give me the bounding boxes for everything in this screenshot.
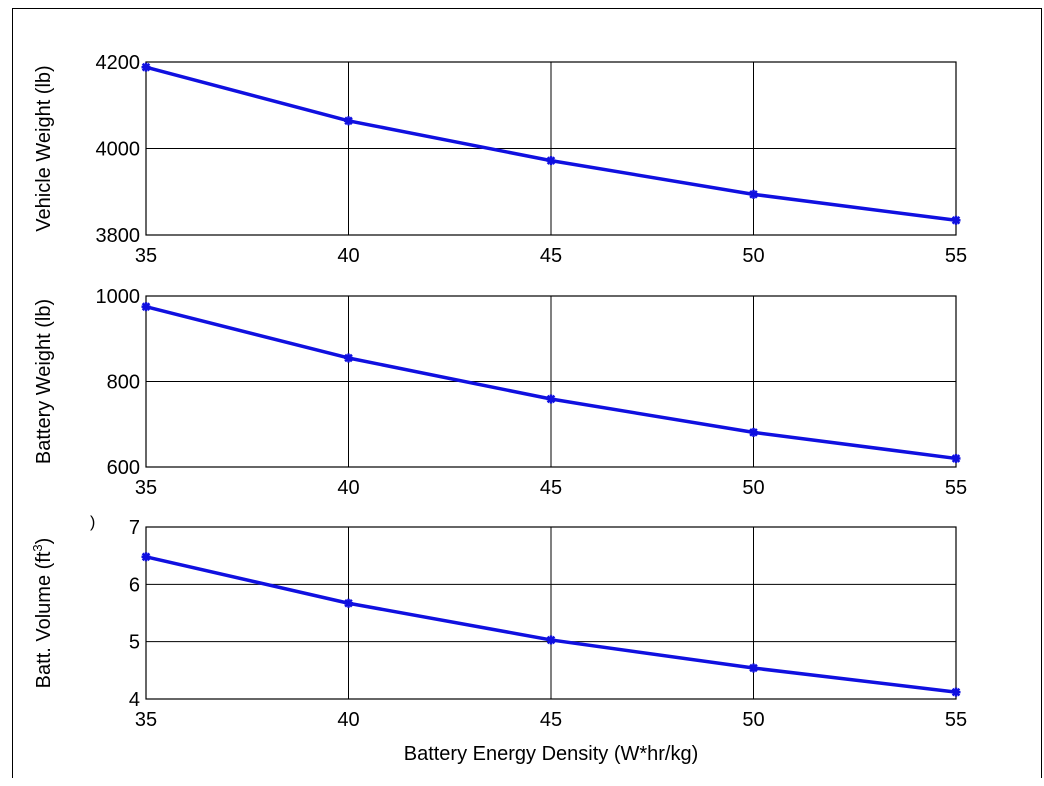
data-point [951,215,961,225]
x-axis-label: Battery Energy Density (W*hr/kg) [404,743,699,765]
data-point [951,687,961,697]
axes-box [145,295,957,468]
x-tick-label: 50 [742,477,764,499]
data-point [141,552,151,562]
subplot-2: 35 40 45 50 55 600 800 1000 Battery Weight (lb) [33,286,967,499]
y-axis-label-superscript: 3 [30,544,45,551]
y-tick-label: 600 [107,457,140,479]
data-point [749,189,758,199]
y-axis-label: Battery Weight (lb) [33,299,55,464]
x-tick-label: 55 [945,709,967,731]
y-axis-label: Vehicle Weight (lb) [33,65,55,231]
x-tick-label: 55 [945,477,967,499]
y-tick-label: 5 [129,632,140,654]
y-tick-label: 3800 [96,225,141,247]
data-point [344,353,353,363]
data-point [141,62,151,72]
y-axis-label-end: ) [33,538,55,545]
data-point [546,394,556,404]
y-tick-label: 4200 [96,52,141,74]
data-point [546,635,556,645]
figure-frame [12,8,1042,778]
x-tick-label: 35 [135,709,157,731]
data-point [749,663,758,673]
stray-mark: ) [90,514,95,531]
data-point [749,427,758,437]
data-point [141,302,151,312]
data-point [546,156,556,166]
y-tick-label: 4000 [96,139,141,161]
x-tick-label: 55 [945,245,967,267]
x-tick-label: 45 [540,709,562,731]
y-tick-label: 1000 [96,286,141,308]
y-tick-label: 6 [129,574,140,596]
y-tick-label: 4 [129,689,140,711]
x-tick-label: 35 [135,245,157,267]
x-tick-label: 35 [135,477,157,499]
data-point [344,116,353,126]
x-tick-label: 40 [337,477,359,499]
y-axis-label: Batt. Volume (ft3) [30,538,55,689]
data-point [951,453,961,463]
x-tick-label: 40 [337,709,359,731]
x-tick-label: 50 [742,709,764,731]
y-tick-label: 800 [107,372,140,394]
x-tick-label: 40 [337,245,359,267]
axes-box [145,526,957,700]
x-tick-label: 45 [540,245,562,267]
x-tick-label: 50 [742,245,764,267]
data-point [344,598,353,608]
subplot-1: 35 40 45 50 55 3800 4000 4200 Vehicle Weight (lb… [33,52,967,267]
x-tick-label: 45 [540,477,562,499]
axes-box [145,61,957,236]
y-tick-label: 7 [129,517,140,539]
